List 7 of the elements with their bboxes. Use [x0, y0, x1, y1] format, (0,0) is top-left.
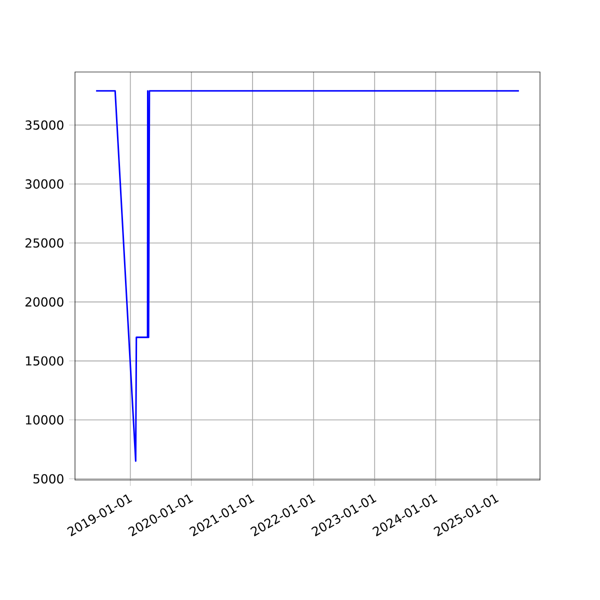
y-tick-label: 25000 [26, 238, 64, 248]
y-tick-label: 30000 [26, 179, 64, 189]
y-tick-label: 10000 [26, 415, 64, 425]
y-tick-label: 15000 [26, 356, 64, 366]
y-tick-label: 5000 [33, 474, 64, 484]
y-tick-label: 20000 [26, 297, 64, 307]
y-tick-label: 35000 [26, 120, 64, 130]
